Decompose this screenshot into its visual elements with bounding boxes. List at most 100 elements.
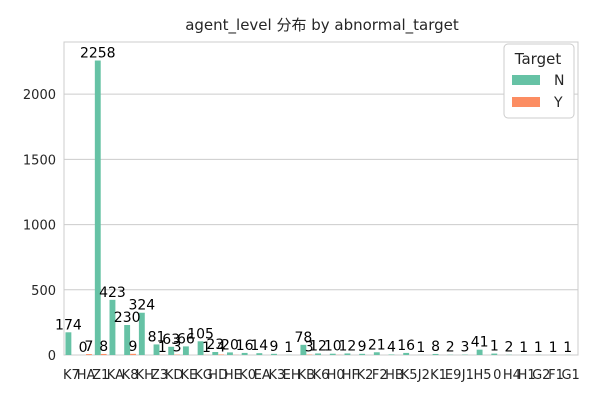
data-label-y: 9 — [129, 339, 138, 355]
x-tick-label: HF — [342, 368, 359, 383]
data-label-n: 16 — [397, 338, 415, 354]
bar-n — [138, 312, 145, 355]
data-label-n: 1 — [416, 340, 425, 356]
x-tick-label: KB — [298, 368, 315, 383]
x-tick-label: K0 — [239, 368, 256, 383]
data-label-n: 8 — [431, 339, 440, 355]
x-tick-label: F1 — [548, 368, 564, 383]
bar-n — [388, 354, 395, 355]
bar-y — [218, 354, 225, 355]
data-label-n: 4 — [387, 339, 396, 355]
bar-n — [256, 353, 263, 355]
chart-title: agent_level 分布 by abnormal_target — [185, 16, 459, 35]
data-label-n: 1 — [549, 340, 558, 356]
bar-n — [373, 352, 380, 355]
x-tick-label: K3 — [269, 368, 286, 383]
x-tick-label: E9 — [445, 368, 462, 383]
x-tick-label: HB — [385, 368, 404, 383]
x-tick-label: KG — [194, 368, 213, 383]
x-axis-ticks: K7HAZ1KAK8KHZ3KDKEKGHDHEK0EAK3EHKBK6H0HF… — [63, 368, 580, 383]
x-tick-label: HE — [224, 368, 242, 383]
data-label-n: 1 — [490, 339, 499, 355]
data-label-y: 1 — [202, 340, 211, 356]
data-label-n: 9 — [358, 339, 367, 355]
y-tick-label: 2000 — [23, 88, 56, 103]
legend-title: Target — [514, 50, 562, 68]
data-label-n: 63 — [162, 332, 180, 348]
legend-swatch-y — [512, 97, 540, 107]
bar-n — [182, 346, 189, 355]
data-label-n: 66 — [177, 331, 195, 347]
data-label-n: 324 — [128, 298, 155, 314]
bar-n — [94, 60, 101, 355]
x-tick-label: K6 — [313, 368, 330, 383]
data-label-n: 23 — [206, 337, 224, 353]
data-label-n: 174 — [55, 317, 82, 333]
x-tick-label: G2 — [532, 368, 550, 383]
x-tick-label: 0 — [493, 368, 501, 383]
data-label-n: 12 — [309, 338, 327, 354]
bar-n — [153, 344, 160, 355]
data-label-n: 20 — [221, 337, 239, 353]
data-label-y: 8 — [99, 339, 108, 355]
data-label-n: 1 — [534, 340, 543, 356]
data-label-y: 3 — [173, 340, 182, 356]
y-axis-ticks: 0 500 1000 1500 2000 — [23, 88, 56, 364]
bar-y — [86, 354, 92, 355]
data-label-n: 2258 — [80, 46, 116, 62]
bar-n — [403, 352, 410, 355]
x-tick-label: K1 — [430, 368, 447, 383]
y-tick-label: 0 — [48, 349, 56, 364]
data-label-n: 105 — [187, 326, 214, 342]
x-tick-label: K2 — [357, 368, 374, 383]
data-label-n: 230 — [114, 310, 141, 326]
bar-n — [271, 353, 277, 355]
x-tick-label: K8 — [122, 368, 139, 383]
bar-n — [197, 341, 204, 355]
x-tick-label: HA — [77, 368, 96, 383]
data-label-n: 9 — [270, 339, 279, 355]
data-label-n: 21 — [368, 337, 386, 353]
x-tick-label: H4 — [503, 368, 521, 383]
x-tick-label: J2 — [417, 368, 430, 383]
x-tick-label: Z3 — [151, 368, 168, 383]
data-label-y: 7 — [85, 339, 94, 355]
x-tick-label: EH — [283, 368, 301, 383]
x-tick-label: KH — [136, 368, 154, 383]
data-label-n: 41 — [471, 335, 489, 351]
x-tick-label: Z1 — [92, 368, 109, 383]
data-label-n: 3 — [460, 340, 469, 356]
data-label-n: 78 — [294, 330, 312, 346]
x-tick-label: G1 — [561, 368, 579, 383]
x-tick-label: H1 — [518, 368, 536, 383]
data-label-n: 1 — [563, 340, 572, 356]
bar-n — [109, 299, 116, 355]
bar-y — [130, 353, 136, 355]
data-label-n: 14 — [250, 338, 268, 354]
bars-layer — [65, 60, 571, 355]
x-tick-label: KD — [165, 368, 184, 383]
data-label-n: 81 — [148, 329, 166, 345]
data-label-y: 1 — [158, 340, 167, 356]
bar-n — [329, 353, 336, 355]
legend: Target N Y — [503, 43, 575, 119]
x-tick-label: F2 — [372, 368, 388, 383]
legend-label-y: Y — [553, 95, 563, 111]
bar-n — [344, 353, 351, 355]
data-label-y: 4 — [217, 339, 226, 355]
bar-n — [124, 325, 131, 355]
legend-label-n: N — [554, 73, 564, 89]
data-label-n: 2 — [505, 340, 514, 356]
data-label-n: 1 — [519, 340, 528, 356]
x-tick-label: K7 — [63, 368, 80, 383]
data-label-n: 2 — [446, 340, 455, 356]
bar-n — [491, 353, 498, 355]
x-tick-label: H5 — [474, 368, 492, 383]
data-label-n: 16 — [236, 338, 254, 354]
bar-n — [168, 346, 175, 355]
bar-n — [300, 344, 307, 355]
x-tick-label: KA — [107, 368, 124, 383]
data-label-y: 3 — [305, 340, 314, 356]
